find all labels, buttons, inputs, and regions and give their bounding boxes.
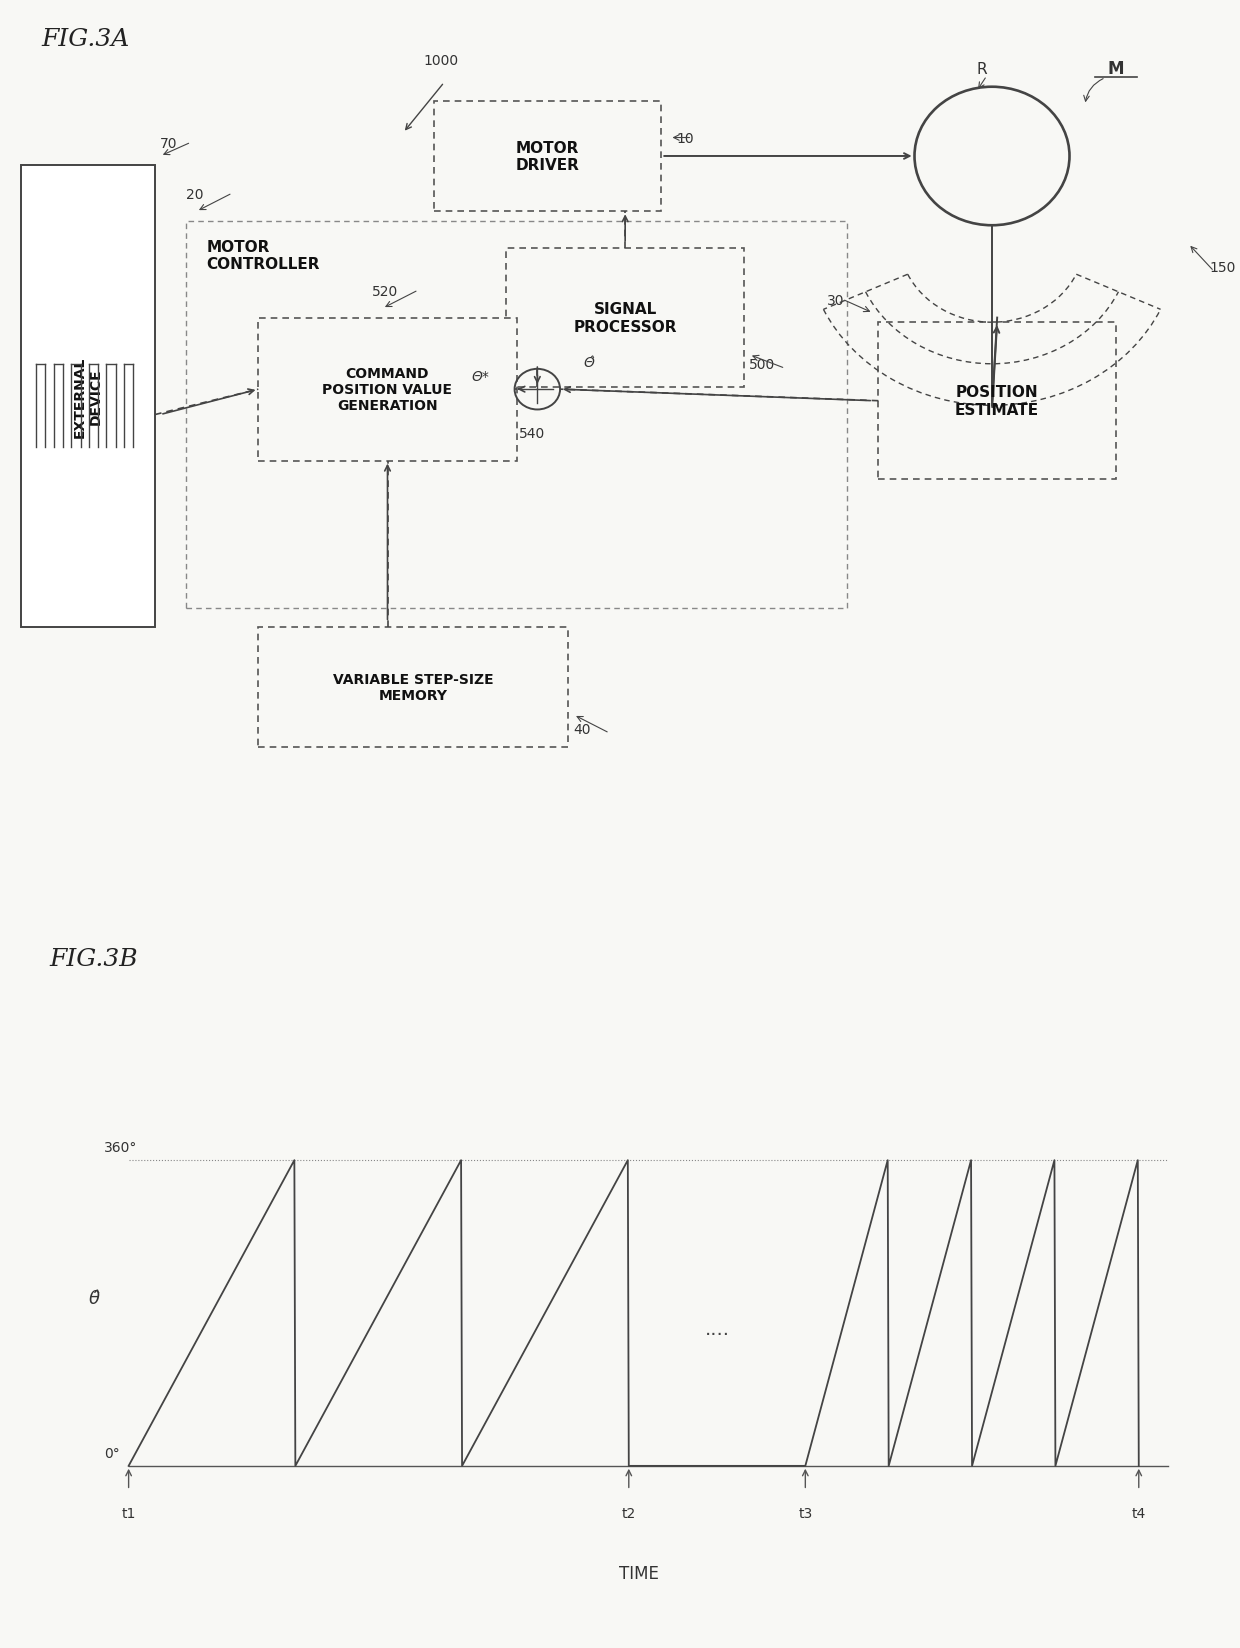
Text: Θ̂: Θ̂	[584, 356, 594, 369]
Bar	[878, 323, 1116, 480]
Text: 40: 40	[573, 723, 591, 737]
Text: θ̂: θ̂	[89, 1289, 99, 1307]
Text: Θ*: Θ*	[471, 369, 490, 384]
Bar	[258, 628, 568, 748]
Bar	[258, 318, 517, 461]
Text: 20: 20	[186, 188, 203, 201]
Text: 520: 520	[372, 285, 398, 298]
Bar	[434, 102, 661, 213]
Text: M: M	[1107, 59, 1125, 77]
Text: t4: t4	[1132, 1506, 1146, 1519]
Text: COMMAND
POSITION VALUE
GENERATION: COMMAND POSITION VALUE GENERATION	[322, 368, 453, 414]
Text: EXTERNAL
DEVICE: EXTERNAL DEVICE	[73, 356, 103, 437]
Text: FIG.3B: FIG.3B	[50, 948, 138, 971]
Text: FIG.3A: FIG.3A	[41, 28, 130, 51]
Text: 150: 150	[1209, 262, 1235, 275]
Text: MOTOR
DRIVER: MOTOR DRIVER	[516, 140, 579, 173]
Text: 30: 30	[827, 293, 844, 308]
Bar	[21, 166, 155, 628]
Text: POSITION
ESTIMATE: POSITION ESTIMATE	[955, 386, 1039, 417]
Text: 70: 70	[160, 137, 177, 150]
Text: 10: 10	[677, 132, 694, 147]
Text: t1: t1	[122, 1506, 136, 1519]
Text: R: R	[976, 63, 987, 77]
Text: 0°: 0°	[104, 1445, 120, 1460]
Text: 500: 500	[749, 358, 775, 372]
Text: ....: ....	[704, 1318, 729, 1338]
Text: VARIABLE STEP-SIZE
MEMORY: VARIABLE STEP-SIZE MEMORY	[334, 672, 494, 702]
Bar	[506, 249, 744, 387]
Text: t2: t2	[621, 1506, 636, 1519]
Bar	[186, 221, 847, 610]
Text: TIME: TIME	[619, 1564, 658, 1582]
Text: MOTOR
CONTROLLER: MOTOR CONTROLLER	[207, 241, 320, 272]
Text: 360°: 360°	[104, 1140, 138, 1154]
Text: 540: 540	[520, 427, 546, 442]
Text: t3: t3	[799, 1506, 812, 1519]
Text: 1000: 1000	[424, 54, 459, 68]
Text: SIGNAL
PROCESSOR: SIGNAL PROCESSOR	[573, 302, 677, 335]
